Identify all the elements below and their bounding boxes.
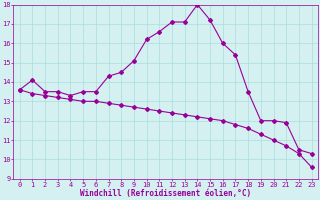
X-axis label: Windchill (Refroidissement éolien,°C): Windchill (Refroidissement éolien,°C) [80,189,251,198]
